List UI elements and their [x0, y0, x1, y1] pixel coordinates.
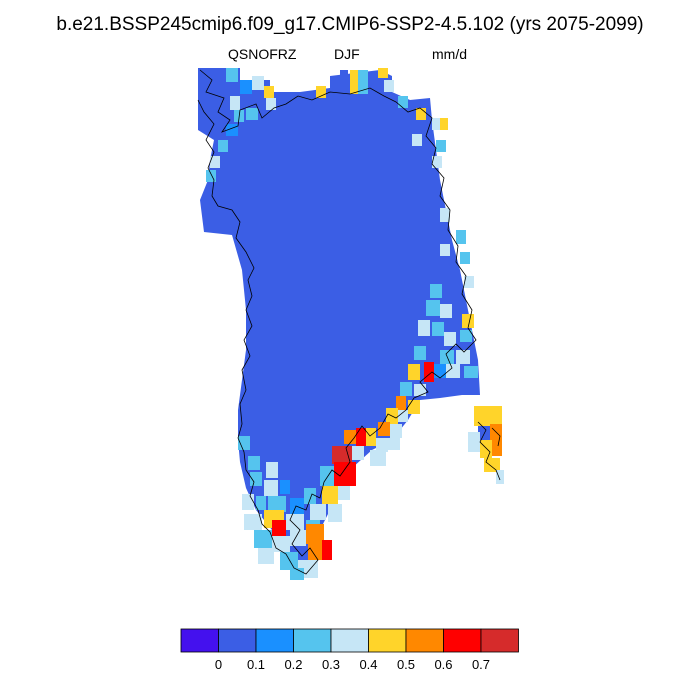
coastal-cells	[206, 68, 478, 580]
colorbar-box	[180, 628, 219, 653]
colorbar-box	[405, 628, 444, 653]
colorbar-box	[293, 628, 332, 653]
coastline	[197, 69, 501, 575]
colorbar-box	[368, 628, 407, 653]
colorbar-box	[218, 628, 257, 653]
ice-sheet-field	[198, 68, 480, 572]
colorbar-tick-label: 0.2	[284, 657, 302, 672]
colorbar-tick-label: 0.7	[472, 657, 490, 672]
colorbar-box	[480, 628, 519, 653]
colorbar-box	[443, 628, 482, 653]
units-label: mm/d	[432, 46, 467, 62]
plot-title: b.e21.BSSP245cmip6.f09_g17.CMIP6-SSP2-4.…	[56, 14, 644, 35]
colorbar-box	[255, 628, 294, 653]
colorbar-boxes	[180, 628, 519, 653]
colorbar-tick-label: 0.1	[247, 657, 265, 672]
colorbar-tick-label: 0.6	[434, 657, 452, 672]
colorbar-box	[330, 628, 369, 653]
season-label: DJF	[334, 46, 360, 62]
colorbar-tick-label: 0.4	[359, 657, 377, 672]
colorbar-tick-label: 0	[215, 657, 222, 672]
variable-label: QSNOFRZ	[228, 46, 297, 62]
colorbar-tick-label: 0.3	[322, 657, 340, 672]
colorbar-tick-labels: 0 0.1 0.2 0.3 0.4 0.5 0.6 0.7	[215, 657, 490, 672]
colorbar-tick-label: 0.5	[397, 657, 415, 672]
east-island-cells	[468, 406, 504, 484]
